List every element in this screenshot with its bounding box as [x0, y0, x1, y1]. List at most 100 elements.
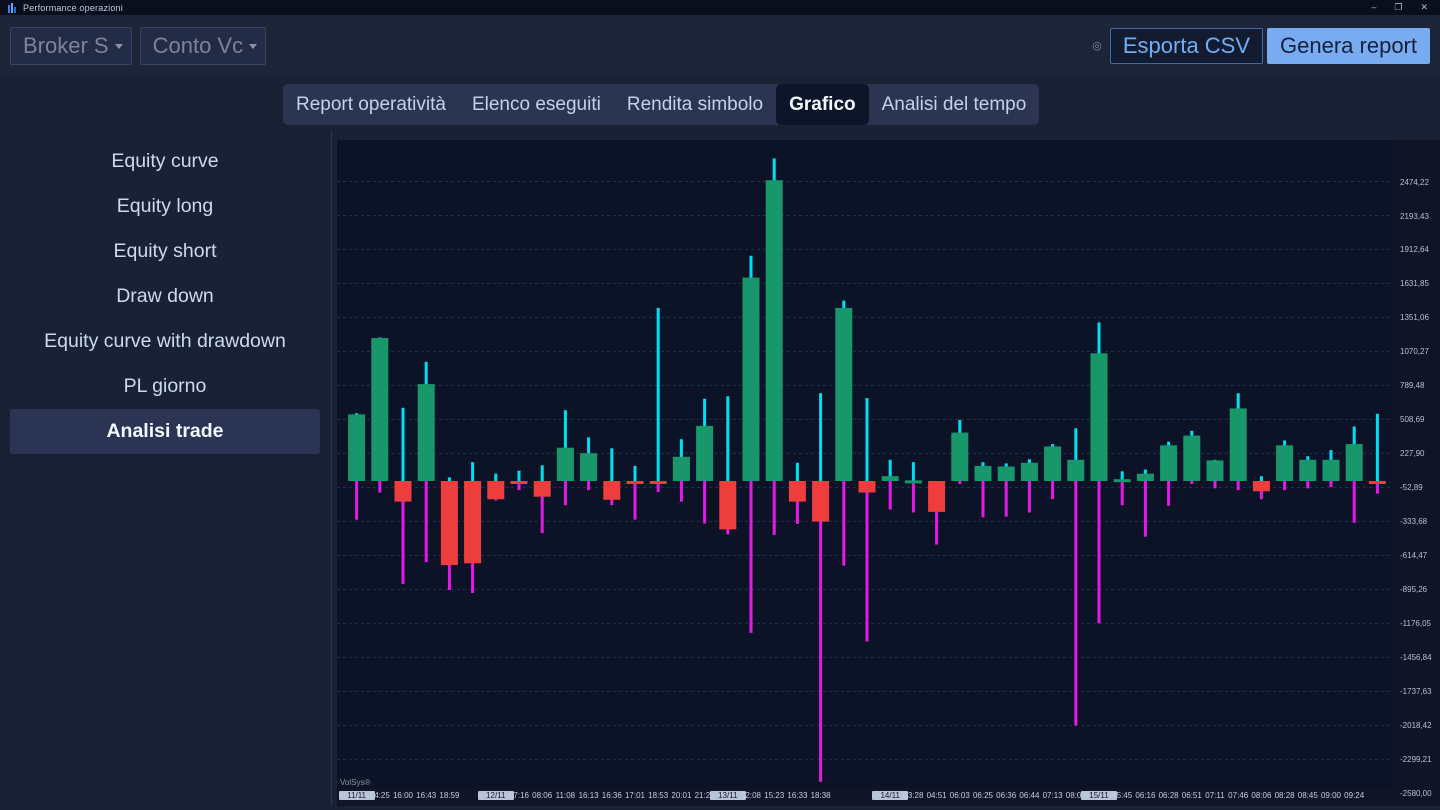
sidebar-item-analisi-trade[interactable]: Analisi trade — [10, 409, 320, 454]
mfe-wick — [540, 465, 544, 481]
generate-report-button[interactable]: Genera report — [1267, 27, 1430, 64]
mae-wick — [1004, 481, 1008, 517]
mae-wick — [633, 481, 637, 520]
sidebar-item-equity-long[interactable]: Equity long — [116, 195, 214, 217]
trade-bar — [765, 180, 783, 481]
mae-wick — [1097, 481, 1101, 624]
window-title: Performance operazioni — [23, 2, 123, 13]
x-axis-time-label: 09:00 — [1320, 791, 1342, 800]
x-axis-time-label: 16:00 — [392, 791, 414, 800]
export-csv-button[interactable]: Esporta CSV — [1109, 27, 1264, 64]
conto-select[interactable]: Conto Vc — [139, 26, 267, 65]
app-chart-icon — [8, 2, 16, 13]
y-axis-label: -333,68 — [1400, 517, 1428, 527]
mfe-wick — [517, 470, 521, 481]
y-axis-label: 508,69 — [1400, 415, 1425, 425]
y-axis-label: 1912,64 — [1400, 245, 1429, 255]
trade-bar — [626, 481, 644, 484]
sidebar-item-draw-down[interactable]: Draw down — [116, 285, 214, 307]
trade-bar — [904, 480, 922, 484]
trade-bar — [835, 307, 853, 481]
y-axis-label: -52,89 — [1400, 483, 1423, 493]
mae-wick — [935, 481, 939, 545]
conto-select-value: Conto Vc — [152, 32, 244, 58]
x-axis-time-label: 08:45 — [1297, 791, 1318, 800]
trade-bar — [556, 447, 574, 481]
trade-bar — [858, 481, 876, 493]
x-axis-time-label: 06:16 — [1135, 791, 1156, 800]
y-axis-label: -614,47 — [1400, 551, 1428, 561]
sidebar-item-equity-short[interactable]: Equity short — [113, 240, 217, 262]
mae-wick — [1283, 481, 1287, 491]
mfe-wick — [1259, 476, 1263, 481]
x-axis-time-label: 07:16 — [508, 791, 530, 800]
trade-bar — [649, 481, 667, 484]
trade-bar — [928, 481, 946, 512]
trade-bar — [1020, 462, 1038, 481]
mae-wick — [679, 481, 683, 502]
x-axis-time-label: 20:01 — [671, 791, 692, 800]
close-icon[interactable]: ✕ — [1420, 2, 1428, 12]
x-axis-time-label: 06:28 — [1158, 791, 1179, 800]
trade-bar — [1345, 444, 1363, 481]
tab-grafico[interactable]: Grafico — [776, 84, 869, 125]
mae-wick — [1213, 481, 1217, 489]
x-axis-time-label: 03:28 — [903, 791, 924, 800]
mae-wick — [401, 481, 405, 584]
x-axis-time-label: 08:28 — [1274, 791, 1295, 800]
trade-bar — [1368, 481, 1386, 484]
broker-select[interactable]: Broker S — [10, 26, 132, 65]
sidebar-item-pl-giorno[interactable]: PL giorno — [123, 375, 207, 397]
x-axis-date-label: 15/11 — [1081, 791, 1117, 800]
tab-report-operativita[interactable]: Report operatività — [296, 93, 446, 115]
x-axis-time-label: 12:08 — [740, 791, 762, 800]
mfe-wick — [726, 396, 730, 481]
mae-wick — [1375, 481, 1379, 494]
broker-select-value: Broker S — [23, 32, 109, 58]
trade-bar — [742, 277, 760, 481]
options-icon[interactable]: ◎ — [1092, 40, 1102, 52]
mfe-wick — [401, 407, 405, 481]
tab-elenco-eseguiti[interactable]: Elenco eseguiti — [471, 93, 601, 115]
tab-analisi-del-tempo[interactable]: Analisi del tempo — [881, 93, 1027, 115]
mfe-wick — [1120, 471, 1124, 481]
x-axis-time-label: 07:46 — [1228, 791, 1249, 800]
mae-wick — [1027, 481, 1031, 513]
x-axis-date-label: 14/11 — [872, 791, 909, 800]
mae-wick — [1236, 481, 1240, 491]
y-axis-label: -895,26 — [1400, 585, 1428, 595]
restore-icon[interactable]: ❐ — [1394, 2, 1403, 12]
x-axis-time-label: 14:25 — [369, 791, 390, 800]
minimize-icon[interactable]: – — [1371, 2, 1377, 12]
mfe-wick — [656, 307, 660, 481]
mfe-wick — [819, 393, 823, 481]
x-axis-time-label: 08:06 — [1251, 791, 1272, 800]
trade-bar — [348, 414, 366, 481]
y-axis-label: -1737,63 — [1400, 687, 1432, 697]
x-axis-time-label: 18:53 — [648, 791, 669, 800]
trade-bar — [719, 481, 737, 530]
trade-bar — [997, 466, 1015, 481]
trade-bar — [394, 481, 412, 502]
mfe-wick — [1074, 428, 1078, 481]
x-axis-time-label: 16:43 — [416, 791, 437, 800]
sidebar-item-equity-curve-with-drawdown[interactable]: Equity curve with drawdown — [44, 330, 286, 352]
x-axis-time-label: 16:36 — [601, 791, 622, 800]
x-axis-time-label: 06:03 — [949, 791, 970, 800]
trade-bar — [1183, 435, 1201, 481]
tab-bar: Report operatività Elenco eseguiti Rendi… — [283, 84, 1040, 125]
sidebar-item-equity-curve[interactable]: Equity curve — [111, 150, 219, 172]
chevron-down-icon — [249, 44, 258, 49]
x-axis-time-label: 04:51 — [926, 791, 947, 800]
mfe-wick — [865, 398, 869, 481]
trade-bar — [696, 425, 714, 481]
trade-bar — [1322, 459, 1340, 481]
x-axis-time-label: 06:44 — [1019, 791, 1040, 800]
mfe-wick — [563, 410, 567, 481]
x-axis-time-label: 16:13 — [578, 791, 599, 800]
mae-wick — [1167, 481, 1171, 506]
tab-rendita-simbolo[interactable]: Rendita simbolo — [626, 93, 764, 115]
x-axis-time-label: 06:25 — [972, 791, 994, 800]
trade-bar — [672, 456, 690, 481]
